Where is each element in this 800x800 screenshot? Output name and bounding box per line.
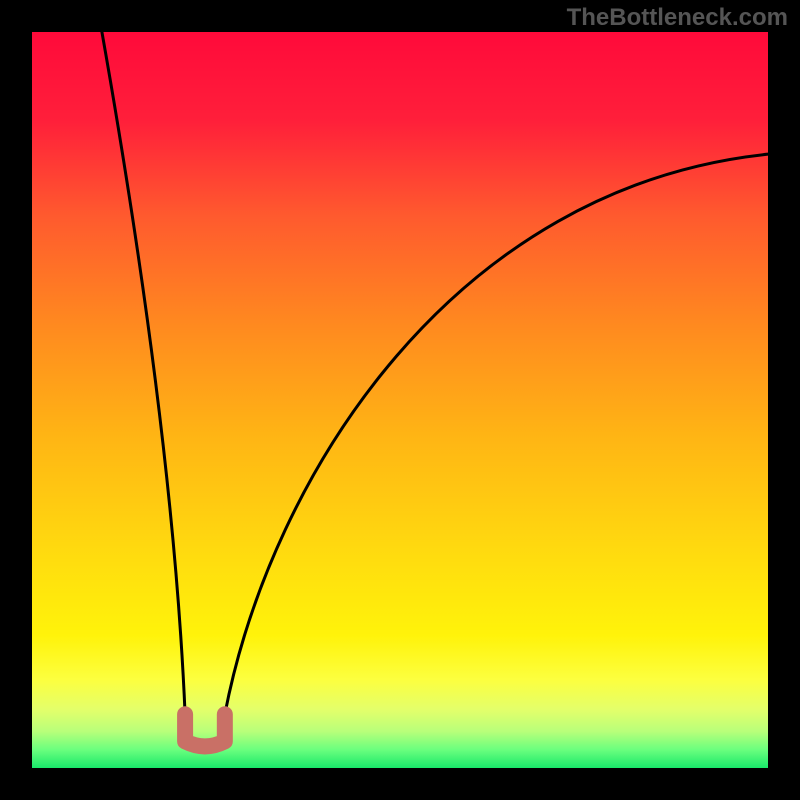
chart-svg — [0, 0, 800, 800]
chart-stage: TheBottleneck.com — [0, 0, 800, 800]
heat-gradient — [32, 32, 768, 768]
